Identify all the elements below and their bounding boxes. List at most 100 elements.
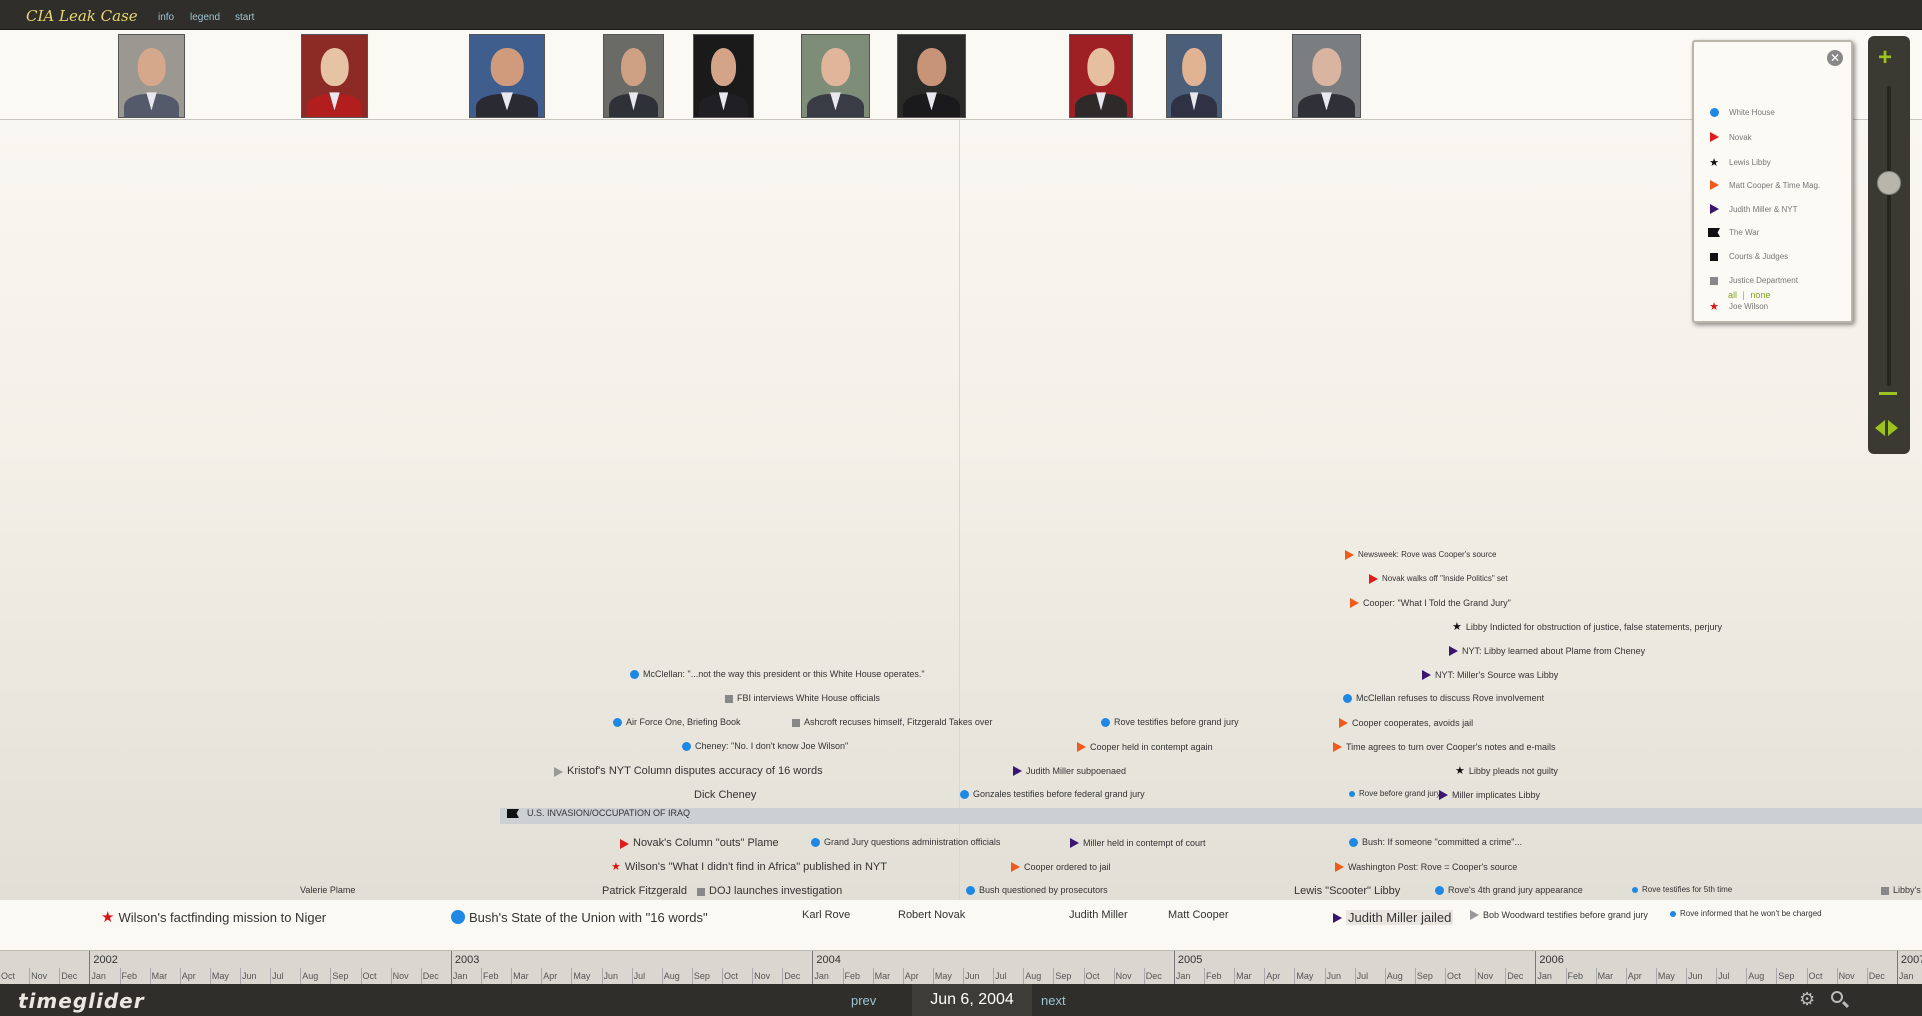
timeline-event[interactable]: Judith Miller subpoenaed	[1013, 766, 1126, 776]
zoom-in-icon[interactable]: +	[1878, 44, 1893, 71]
person-photo[interactable]	[118, 34, 185, 118]
legend-none-link[interactable]: none	[1750, 290, 1771, 300]
timeline-event[interactable]: Cheney: "No. I don't know Joe Wilson"	[682, 742, 848, 751]
timeline-event[interactable]: McClellan: "...not the way this presiden…	[630, 670, 925, 679]
timeline-event[interactable]: Cooper held in contempt again	[1077, 742, 1213, 752]
timeline-event[interactable]: ★ Libby Indicted for obstruction of justi…	[1452, 622, 1722, 633]
zoom-slider-track[interactable]	[1887, 86, 1891, 386]
timeline-stage[interactable]: Newsweek: Rove was Cooper's source Novak …	[0, 30, 1922, 950]
legend-item[interactable]: Courts & Judges	[1708, 252, 1788, 261]
timeline-event[interactable]: Washington Post: Rove = Cooper's source	[1335, 862, 1517, 872]
zoom-out-icon[interactable]	[1879, 392, 1897, 395]
timeline-event[interactable]: McClellan refuses to discuss Rove involv…	[1343, 694, 1544, 703]
legend-item[interactable]: The War	[1708, 228, 1759, 237]
timeline-event[interactable]: Time agrees to turn over Cooper's notes …	[1333, 742, 1555, 752]
legend-item[interactable]: Matt Cooper & Time Mag.	[1708, 180, 1820, 190]
next-button[interactable]: next	[1041, 993, 1066, 1008]
month-label: Jul	[1718, 971, 1730, 981]
timeline-event[interactable]: Gonzales testifies before federal grand …	[960, 790, 1145, 799]
current-date-display[interactable]: Jun 6, 2004	[912, 984, 1032, 1016]
person-photo[interactable]	[1166, 34, 1222, 118]
timeline-event[interactable]: NYT: Libby learned about Plame from Chen…	[1449, 646, 1645, 656]
person-label[interactable]: Lewis "Scooter" Libby	[1294, 886, 1400, 897]
person-label[interactable]: Karl Rove	[802, 910, 850, 921]
timeline-event[interactable]: Rove informed that he won't be charged	[1670, 910, 1822, 918]
iraq-war-event[interactable]: U.S. INVASION/OCCUPATION OF IRAQ	[507, 809, 690, 818]
timeline-event[interactable]: Rove testifies for 5th time	[1632, 886, 1732, 894]
timeline-event[interactable]: Bush's State of the Union with "16 words…	[451, 910, 708, 924]
timeline-event[interactable]: Novak walks off "Inside Politics" set	[1369, 574, 1508, 584]
month-tick	[1505, 968, 1507, 984]
pan-arrows-icon[interactable]	[1875, 420, 1898, 436]
blue-dot-icon	[1349, 791, 1355, 797]
legend-link[interactable]: legend	[190, 12, 221, 23]
timeline-event[interactable]: Cooper ordered to jail	[1011, 862, 1111, 872]
timeline-event[interactable]: ★ Libby pleads not guilty	[1455, 766, 1558, 777]
month-tick	[782, 968, 784, 984]
legend-all-link[interactable]: all	[1728, 290, 1738, 300]
legend-item[interactable]: ★ Joe Wilson	[1708, 300, 1768, 313]
timeline-event[interactable]: Cooper cooperates, avoids jail	[1339, 718, 1473, 728]
legend-item[interactable]: Justice Department	[1708, 276, 1798, 285]
legend-item[interactable]: ★ Lewis Libby	[1708, 156, 1771, 169]
timeline-event[interactable]: Newsweek: Rove was Cooper's source	[1345, 550, 1496, 560]
person-photo[interactable]	[469, 34, 545, 118]
person-photo[interactable]	[1069, 34, 1133, 118]
legend-item[interactable]: White House	[1708, 108, 1775, 117]
person-photo[interactable]	[603, 34, 664, 118]
info-link[interactable]: info	[158, 12, 175, 23]
timeline-event[interactable]: Ashcroft recuses himself, Fitzgerald Tak…	[792, 718, 992, 727]
timeline-event[interactable]: ★ Wilson's factfinding mission to Niger	[101, 910, 326, 925]
start-link[interactable]: start	[235, 12, 255, 23]
legend-item-label: Justice Department	[1729, 276, 1798, 285]
search-icon[interactable]	[1830, 990, 1850, 1010]
person-photo[interactable]	[897, 34, 966, 118]
timeline-event[interactable]: NYT: Miller's Source was Libby	[1422, 670, 1558, 680]
month-label: Nov	[31, 971, 48, 981]
event-label: Rove's 4th grand jury appearance	[1448, 885, 1583, 895]
timeline-event[interactable]: Cooper: "What I Told the Grand Jury"	[1350, 598, 1511, 608]
person-label[interactable]: Valerie Plame	[300, 886, 355, 895]
timeline-event[interactable]: Novak's Column "outs" Plame	[620, 838, 779, 849]
timeline-event[interactable]: Grand Jury questions administration offi…	[811, 838, 1000, 847]
legend-item[interactable]: Judith Miller & NYT	[1708, 204, 1797, 214]
timeline-event[interactable]: FBI interviews White House officials	[725, 694, 880, 703]
prev-button[interactable]: prev	[851, 993, 877, 1008]
iraq-war-band[interactable]	[500, 808, 1922, 824]
grey-triangle-icon	[554, 766, 563, 777]
timeline-event[interactable]: Bush questioned by prosecutors	[966, 886, 1108, 895]
timeline-event[interactable]: ★ Wilson's "What I didn't find in Africa"…	[611, 862, 887, 873]
zoom-slider-handle[interactable]	[1877, 171, 1901, 195]
person-label[interactable]: Patrick Fitzgerald	[602, 886, 687, 897]
time-ruler[interactable]: Oct Nov Dec Jan Feb Mar Apr May Jun Jul Aug Sep Oct N…	[0, 950, 1922, 984]
person-photo[interactable]	[1292, 34, 1361, 118]
timeline-event[interactable]: Bob Woodward testifies before grand jury	[1470, 910, 1648, 920]
timeline-event[interactable]: Miller held in contempt of court	[1070, 838, 1206, 848]
timeline-event[interactable]: Rove's 4th grand jury appearance	[1435, 886, 1583, 895]
timeline-event[interactable]: Libby's	[1881, 886, 1921, 895]
person-photo[interactable]	[301, 34, 368, 118]
person-photo[interactable]	[693, 34, 754, 118]
year-tick	[1173, 951, 1175, 984]
month-tick	[1414, 968, 1416, 984]
timeline-event[interactable]: Judith Miller jailed	[1333, 910, 1454, 925]
settings-gear-icon[interactable]: ⚙	[1799, 989, 1816, 1009]
timeline-event[interactable]: DOJ launches investigation	[697, 886, 842, 897]
event-label: Rove testifies before grand jury	[1114, 717, 1239, 727]
timeline-event[interactable]: Air Force One, Briefing Book	[613, 718, 741, 727]
legend-close-icon[interactable]: ✕	[1827, 50, 1843, 66]
timeline-event[interactable]: Bush: If someone "committed a crime"...	[1349, 838, 1522, 847]
person-label[interactable]: Judith Miller	[1069, 910, 1128, 921]
person-label[interactable]: Robert Novak	[898, 910, 965, 921]
blue-dot-icon	[966, 886, 975, 895]
month-label: May	[1296, 971, 1314, 981]
legend-item[interactable]: Novak	[1708, 132, 1752, 142]
timeline-event[interactable]: Rove testifies before grand jury	[1101, 718, 1239, 727]
timeline-event[interactable]: Miller implicates Libby	[1439, 790, 1540, 800]
person-photo[interactable]	[801, 34, 870, 118]
timeline-event[interactable]: Rove before grand jury	[1349, 790, 1440, 798]
event-label: Karl Rove	[802, 909, 851, 921]
person-label[interactable]: Matt Cooper	[1168, 910, 1229, 921]
person-label[interactable]: Dick Cheney	[694, 790, 756, 801]
timeline-event[interactable]: Kristof's NYT Column disputes accuracy o…	[554, 766, 823, 777]
